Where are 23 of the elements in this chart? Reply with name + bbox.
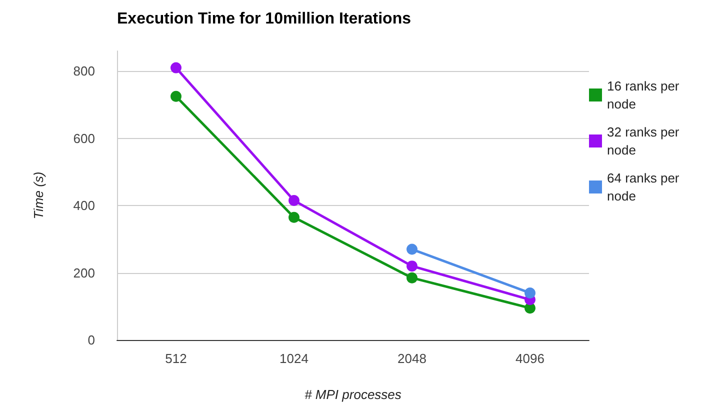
point (406, 244, 418, 255)
legend-label: 64 ranks per node (607, 170, 683, 204)
point (406, 272, 418, 284)
x-tick-label: 512 (165, 351, 187, 366)
point (288, 212, 300, 223)
y-tick-label: 400 (73, 198, 95, 214)
chart-title: Execution Time for 10million Iterations (117, 10, 412, 28)
y-tick-label: 0 (88, 332, 95, 348)
legend-label: 32 ranks per node (607, 124, 683, 158)
point (406, 260, 418, 272)
legend-label: 16 ranks per node (607, 78, 683, 112)
y-tick-label: 800 (73, 64, 95, 79)
x-tick-label: 1024 (280, 351, 308, 366)
point (524, 287, 536, 298)
y-tick-label: 600 (73, 130, 95, 146)
point (170, 90, 182, 102)
point (288, 195, 300, 206)
y-tick-label: 200 (73, 265, 95, 280)
x-tick-label: 2048 (398, 351, 426, 366)
point (170, 62, 182, 74)
x-tick-label: 4096 (516, 351, 544, 366)
y-axis-title: Time (s) (31, 172, 46, 220)
x-axis-title: # MPI processes (304, 387, 402, 402)
